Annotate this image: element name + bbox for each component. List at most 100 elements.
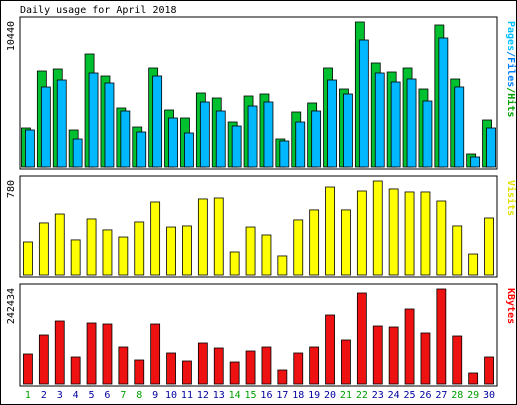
bar [356,292,367,385]
x-tick-label: 26 [419,390,431,401]
bar [199,101,210,168]
bar [86,218,97,276]
bar [215,110,226,168]
x-tick-label: 22 [356,390,368,401]
bar [341,339,351,385]
bar [134,221,145,276]
axis-label-part: Visits [505,180,517,216]
x-tick-label: 20 [324,390,336,401]
bar [38,222,49,276]
bar [70,356,81,385]
bar [134,359,145,385]
bar [102,323,113,385]
bar [56,79,67,168]
bar [25,129,35,168]
x-tick-label: 15 [245,390,257,401]
x-tick-label: 9 [152,390,158,401]
bar [120,110,131,168]
bar [231,125,242,168]
y-tick-label: 242434 [6,288,17,324]
x-tick-label: 2 [41,390,47,401]
x-tick-label: 17 [276,390,288,401]
bar [452,225,463,276]
x-tick-label: 29 [467,390,479,401]
axis-label-part: / [505,51,516,57]
bar [166,352,176,385]
x-tick-label: 25 [404,390,416,401]
bar [358,39,369,168]
bar [54,320,65,385]
x-tick-label: 14 [229,390,241,401]
bar [263,101,274,168]
panel [19,175,498,278]
axis-label-part: Hits [505,93,517,117]
bar [88,72,99,168]
bar [279,140,290,168]
x-tick-label: 8 [136,390,142,401]
bar [70,239,81,276]
bar [104,82,115,168]
x-tick-label: 28 [451,390,463,401]
bar [261,346,272,385]
bar [436,288,447,385]
y-tick-label: 780 [6,180,17,198]
bar [277,255,288,276]
bar [420,332,431,385]
x-tick-label: 13 [213,390,225,401]
x-tick-label: 30 [483,390,495,401]
bar [23,353,33,385]
bar [388,326,399,385]
bar [197,342,208,385]
bar [86,322,97,385]
bar [102,229,113,276]
bar [438,37,449,168]
axis-label: Pages/Files/Hits [505,21,517,117]
bar [40,86,51,168]
axis-label-part: Pages [505,21,516,51]
axis-label-part: / [505,87,516,93]
bar [374,72,385,168]
bar [311,110,322,168]
bar [54,213,65,276]
x-tick-label: 27 [435,390,447,401]
chart-title: Daily usage for April 2018 [20,5,177,16]
bar [184,132,194,168]
bar [277,369,288,385]
x-tick-label: 5 [89,390,95,401]
axis-label: KBytes [505,288,516,324]
bar [484,217,494,276]
bar [404,191,415,276]
x-tick-label: 19 [308,390,320,401]
bar [245,350,256,385]
bar [343,93,353,168]
bar [470,156,481,168]
x-tick-label: 10 [165,390,177,401]
x-tick-label: 1 [25,390,31,401]
bar [197,198,208,276]
bar [484,356,494,385]
x-tick-label: 24 [388,390,400,401]
bar [152,75,163,168]
x-tick-label: 21 [340,390,352,401]
bar [261,234,272,276]
bar [372,325,383,385]
bar [372,180,383,276]
x-tick-label: 11 [181,390,193,401]
bar [168,117,178,168]
x-tick-label: 3 [57,390,63,401]
bar [247,105,258,168]
bar [436,200,447,276]
bar [309,209,320,276]
panel [19,283,498,387]
bar [468,372,479,385]
bar [454,86,465,168]
axis-label-part: Files [505,57,517,87]
bar [327,79,337,168]
bar [213,347,224,385]
bar [118,346,129,385]
bar [166,226,176,276]
bar [293,352,304,385]
bar [229,251,240,276]
bar [23,241,33,276]
